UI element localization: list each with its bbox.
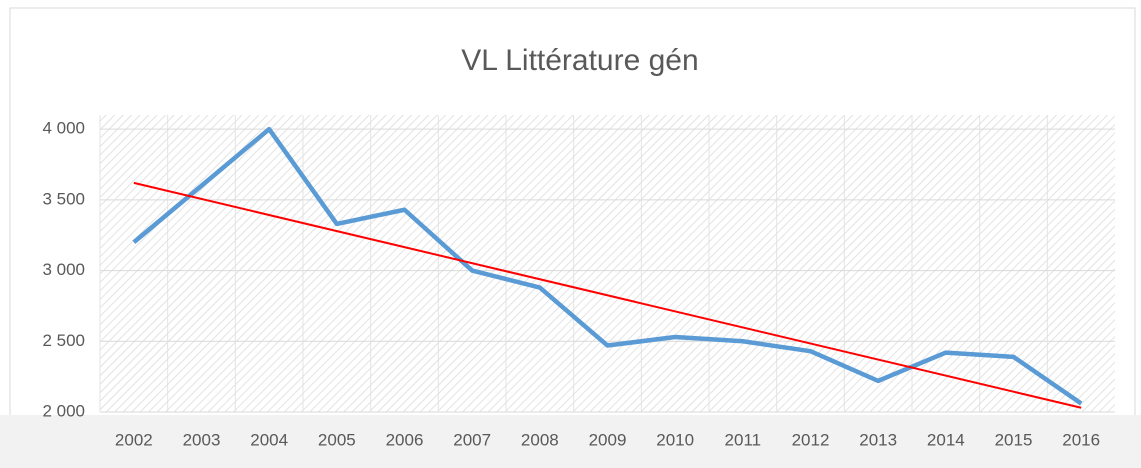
y-tick-label: 2 000 [42,401,85,420]
x-tick-label: 2003 [183,430,221,449]
chart-title: VL Littérature gén [461,44,698,77]
x-tick-label: 2005 [318,430,356,449]
x-tick-label: 2006 [386,430,424,449]
y-labels: 2 000 2 500 3 000 3 500 4 000 [42,119,85,421]
x-tick-label: 2012 [792,430,830,449]
x-tick-label: 2008 [521,430,559,449]
x-tick-label: 2016 [1062,430,1100,449]
y-tick-label: 2 500 [42,331,85,350]
x-tick-label: 2004 [250,430,288,449]
trend-line [133,181,1082,409]
y-tick-label: 3 000 [42,260,85,279]
data-line [132,126,1083,406]
x-tick-label: 2009 [589,430,627,449]
x-tick-label: 2014 [927,430,965,449]
plot-area [100,115,1115,412]
x-tick-label: 2013 [859,430,897,449]
x-tick-label: 2015 [995,430,1033,449]
y-tick-label: 3 500 [42,189,85,208]
x-tick-label: 2007 [453,430,491,449]
x-tick-label: 2002 [115,430,153,449]
x-tick-label: 2011 [725,430,762,449]
y-tick-label: 4 000 [42,119,85,138]
x-tick-label: 2010 [656,430,694,449]
axis-strip [0,415,1141,468]
